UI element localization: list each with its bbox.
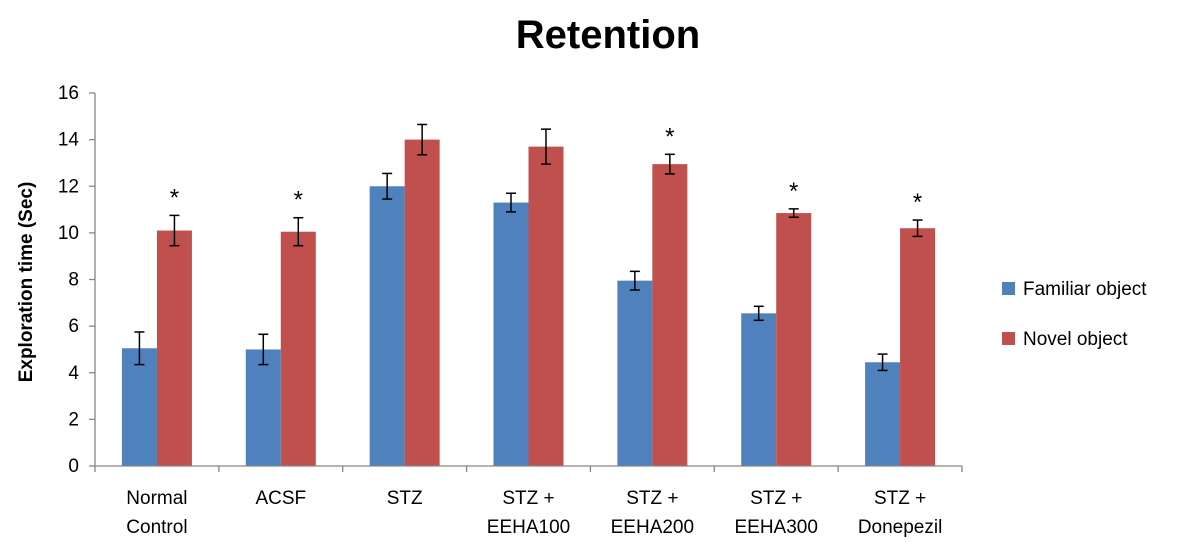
bar-novel-2 — [404, 139, 440, 466]
legend-label: Familiar object — [1023, 279, 1147, 300]
error-bar-novel-3 — [541, 128, 551, 165]
error-bar-novel-4 — [664, 153, 675, 175]
y-tick-label: 0 — [68, 456, 79, 477]
plot-area: 0 2 4 6 8 10 12 14 16 Normal Control ACSF STZ STZ + EE… — [58, 83, 963, 538]
significance-asterisk: * — [294, 187, 303, 214]
bar-novel-4 — [652, 164, 688, 466]
y-tick-label: 8 — [68, 270, 79, 291]
x-tick-label: STZ + EEHA100 — [487, 488, 570, 538]
bar-familiar-5 — [741, 313, 777, 466]
bar-familiar-1 — [245, 349, 281, 466]
significance-asterisk: * — [913, 189, 922, 216]
x-tick-label: STZ + EEHA200 — [611, 488, 694, 538]
x-tick-label: STZ + EEHA300 — [734, 488, 817, 538]
error-bar-familiar-0 — [134, 331, 145, 366]
y-tick-label: 6 — [68, 316, 79, 337]
x-tick-label: ACSF — [255, 488, 306, 509]
x-tick-label: STZ + Donepezil — [858, 488, 943, 538]
x-tick-label: Normal Control — [126, 488, 187, 538]
bar-familiar-0 — [121, 348, 157, 466]
error-bar-familiar-6 — [877, 353, 888, 372]
y-tick-label: 10 — [58, 223, 79, 244]
legend-swatch — [1002, 332, 1015, 345]
y-tick-label: 16 — [58, 83, 79, 104]
bar-familiar-6 — [865, 362, 901, 466]
error-bar-novel-6 — [912, 219, 923, 238]
error-bar-novel-5 — [788, 208, 799, 219]
error-bar-novel-0 — [169, 214, 180, 247]
significance-asterisk: * — [170, 184, 179, 211]
error-bar-familiar-3 — [506, 192, 516, 213]
error-bar-novel-2 — [417, 123, 428, 156]
error-bar-novel-1 — [293, 216, 304, 247]
y-tick-label: 2 — [68, 409, 79, 430]
legend-swatch — [1002, 282, 1015, 295]
chart-title: Retention — [516, 13, 700, 57]
significance-asterisk: * — [789, 178, 798, 205]
legend: Familiar object Novel object — [1002, 279, 1147, 350]
bar-novel-3 — [528, 146, 564, 466]
y-axis-label: Exploration time (Sec) — [16, 182, 37, 383]
bar-novel-6 — [900, 228, 936, 466]
error-bar-familiar-4 — [629, 270, 640, 291]
bar-familiar-2 — [369, 186, 405, 466]
legend-label: Novel object — [1023, 329, 1128, 350]
bar-novel-0 — [156, 230, 192, 466]
error-bar-familiar-2 — [382, 172, 393, 200]
legend-item-familiar: Familiar object — [1002, 279, 1147, 300]
legend-item-novel: Novel object — [1002, 329, 1128, 350]
y-tick-label: 12 — [58, 176, 79, 197]
bar-novel-5 — [776, 213, 812, 466]
y-tick-label: 4 — [68, 363, 79, 384]
bar-familiar-4 — [617, 280, 653, 466]
error-bar-familiar-1 — [258, 333, 269, 366]
error-bar-familiar-5 — [753, 305, 764, 322]
x-tick-label: STZ — [387, 488, 423, 509]
bar-familiar-3 — [493, 202, 529, 466]
y-tick-label: 14 — [58, 130, 80, 151]
bar-novel-1 — [280, 231, 316, 466]
significance-asterisk: * — [665, 123, 674, 150]
